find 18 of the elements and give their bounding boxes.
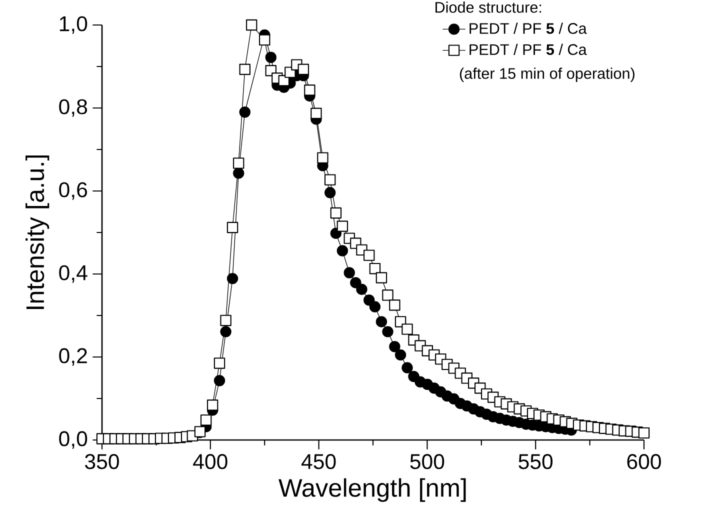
x-tick-label: 350 (85, 454, 119, 470)
y-tick-label: 0,0 (59, 431, 88, 449)
y-tick-label: 0,4 (59, 265, 88, 283)
annotation: (after 15 min of operation) (460, 68, 634, 82)
y-tick-label: 0,2 (59, 348, 87, 366)
y-tick-label: 1,0 (60, 16, 88, 34)
y-axis-title: Intensity [a.u.] (26, 155, 50, 310)
legend-label: PEDT / PF 5 / Ca (470, 22, 587, 34)
y-tick-label: 0,6 (59, 182, 88, 200)
x-tick-label: 600 (627, 454, 661, 470)
y-tick-label: 0,8 (59, 99, 88, 117)
x-tick-label: 400 (193, 454, 228, 470)
x-tick-label: 550 (518, 454, 553, 470)
legend-label: PEDT / PF 5 / Ca (470, 44, 587, 56)
legend-title: Diode structure: (436, 2, 542, 13)
x-tick-label: 450 (301, 454, 336, 470)
x-tick-label: 500 (410, 454, 444, 470)
x-axis-title: Wavelength [nm] (278, 478, 466, 502)
